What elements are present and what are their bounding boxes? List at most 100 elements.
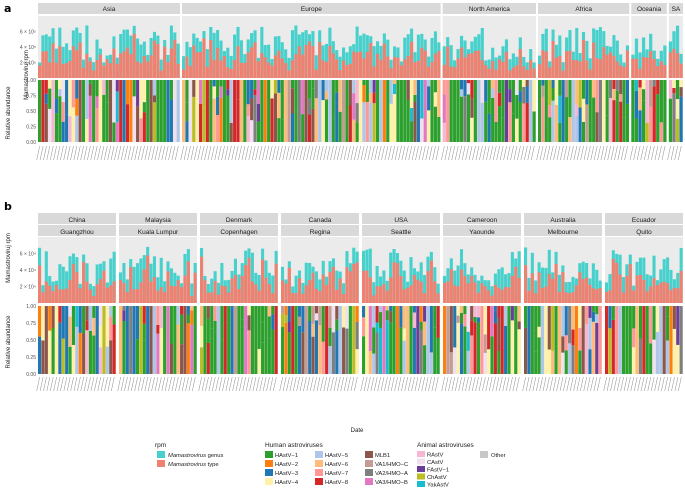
abundance-segment — [429, 306, 433, 353]
date-tick-label — [486, 145, 490, 161]
abundance-segment — [433, 306, 437, 328]
abundance-segment — [393, 84, 397, 95]
date-tick-label — [401, 376, 405, 392]
abundance-segment — [318, 325, 322, 374]
abundance-segment — [112, 324, 116, 374]
abundance-segment — [554, 306, 558, 347]
rpm-genus-bar — [375, 265, 379, 303]
rpm-genus-bar — [669, 269, 673, 303]
date-tick-label — [306, 376, 311, 392]
date-tick-label — [87, 145, 91, 161]
rpm-type-bar — [206, 292, 210, 303]
rpm-type-bar — [621, 292, 626, 303]
abundance-segment — [470, 306, 474, 321]
rpm-type-bar — [524, 265, 528, 303]
date-tick-label — [522, 376, 526, 392]
abundance-segment — [622, 80, 626, 118]
abundance-segment — [135, 306, 140, 340]
abundance-segment — [61, 306, 65, 339]
facet-city: Guangzhou — [60, 229, 94, 236]
abundance-segment — [267, 316, 271, 339]
rpm-type-bar — [68, 60, 72, 78]
date-tick-label — [207, 145, 212, 161]
abundance-segment — [672, 306, 676, 329]
abundance-segment — [561, 80, 565, 142]
abundance-segment — [500, 306, 504, 374]
rpm-ytick: 6 × 10⁵ — [20, 30, 36, 36]
abundance-segment — [65, 80, 69, 115]
rpm-type-bar — [51, 43, 55, 78]
rpm-type-bar — [209, 40, 213, 78]
rpm-genus-bar — [456, 265, 460, 303]
abundance-segment — [342, 306, 346, 328]
abundance-segment — [638, 110, 642, 142]
abundance-segment — [558, 122, 562, 142]
date-tick-label — [664, 376, 668, 392]
date-tick-label — [468, 145, 473, 161]
date-tick-label — [520, 145, 525, 161]
rpm-genus-bar — [132, 266, 136, 303]
abundance-segment — [149, 306, 153, 374]
abundance-segment — [449, 306, 453, 353]
abundance-segment — [213, 320, 217, 333]
abundance-segment — [68, 346, 72, 374]
legend-animal-label: CAstV — [427, 460, 444, 466]
abundance-segment — [65, 114, 69, 142]
abundance-segment — [256, 103, 260, 122]
date-tick-label — [454, 145, 459, 161]
abundance-segment — [369, 93, 373, 103]
abundance-segment — [136, 106, 140, 142]
abundance-segment — [413, 101, 417, 142]
rpm-type-bar — [348, 63, 352, 78]
rpm-type-bar — [132, 33, 136, 78]
abundance-segment — [635, 306, 639, 374]
date-tick-label — [573, 145, 578, 161]
abundance-segment — [311, 108, 315, 142]
abundance-segment — [41, 80, 45, 142]
rpm-type-bar — [420, 47, 424, 78]
legend-human-swatch — [365, 451, 373, 458]
date-tick-label — [241, 145, 246, 161]
date-tick-label — [258, 145, 263, 161]
date-tick-label — [458, 145, 462, 161]
date-tick-label — [188, 376, 193, 392]
date-tick-label — [154, 145, 159, 161]
abundance-segment — [592, 80, 596, 98]
abundance-segment — [190, 324, 194, 374]
legend-other-label: Other — [491, 453, 506, 459]
date-tick-label — [502, 376, 506, 392]
abundance-segment — [304, 96, 308, 142]
date-tick-label — [569, 376, 574, 392]
date-tick-label — [509, 376, 513, 392]
rpm-genus-bar — [403, 37, 407, 78]
date-tick-label — [414, 376, 419, 392]
date-tick-label — [604, 145, 608, 161]
abundance-segment — [195, 110, 199, 142]
date-tick-label — [570, 145, 574, 161]
date-tick-label — [505, 376, 510, 392]
date-tick-label — [510, 145, 514, 161]
rpm-genus-bar — [544, 267, 548, 303]
rpm-type-bar — [507, 287, 511, 303]
rpm-type-bar — [136, 61, 140, 78]
abundance-segment — [216, 96, 220, 116]
rpm-type-bar — [51, 291, 55, 303]
abundance-segment — [190, 306, 194, 311]
abundance-ytick: 1.00 — [26, 78, 36, 84]
date-tick-label — [221, 145, 225, 161]
abundance-segment — [598, 306, 602, 374]
facet-city: Kuala Lumpur — [138, 229, 179, 236]
date-tick-label — [43, 376, 47, 392]
abundance-segment — [51, 80, 55, 106]
abundance-segment — [254, 306, 258, 374]
facet-city: Regina — [310, 229, 331, 236]
abundance-segment — [379, 80, 383, 142]
date-tick-label — [415, 145, 419, 161]
date-tick-label — [488, 376, 493, 392]
abundance-segment — [515, 80, 519, 95]
rpm-genus-bar — [615, 40, 619, 78]
rpm-type-bar — [537, 272, 541, 303]
abundance-segment — [494, 80, 498, 123]
rpm-type-bar — [229, 69, 233, 78]
